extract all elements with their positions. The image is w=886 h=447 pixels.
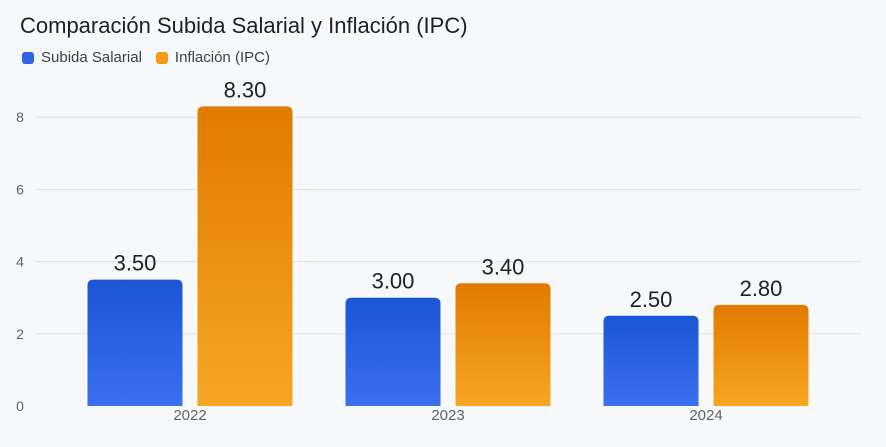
chart-legend: Subida Salarial Inflación (IPC) bbox=[22, 49, 284, 66]
legend-swatch-subida-salarial bbox=[22, 51, 34, 64]
data-label: 2.80 bbox=[740, 276, 783, 301]
bar-inflacion-2024[interactable] bbox=[713, 304, 809, 406]
bar-layer bbox=[87, 106, 809, 407]
data-label: 3.00 bbox=[372, 269, 415, 294]
bar-subida-salarial-2022[interactable] bbox=[87, 279, 183, 406]
data-label: 8.30 bbox=[224, 77, 267, 102]
x-category-label: 2024 bbox=[689, 407, 722, 424]
y-tick-label: 8 bbox=[16, 109, 24, 125]
bar-subida-salarial-2023[interactable] bbox=[345, 297, 441, 406]
data-label: 2.50 bbox=[630, 287, 673, 312]
x-category-label: 2023 bbox=[431, 407, 464, 424]
bar-inflacion-2022[interactable] bbox=[197, 106, 293, 407]
y-tick-label: 0 bbox=[16, 398, 24, 414]
bar-inflacion-2023[interactable] bbox=[455, 283, 551, 406]
bar-subida-salarial-2024[interactable] bbox=[603, 315, 699, 406]
chart-title: Comparación Subida Salarial y Inflación … bbox=[20, 13, 468, 38]
legend-item-subida-salarial[interactable]: Subida Salarial bbox=[22, 49, 142, 66]
legend-item-inflacion[interactable]: Inflación (IPC) bbox=[155, 49, 270, 66]
legend-swatch-inflacion bbox=[155, 51, 168, 64]
label-layer: 0 2 4 6 8 3.50 8.30 2022 3.00 3.40 2023 2.50 2.80 202… bbox=[16, 77, 782, 424]
y-tick-label: 2 bbox=[16, 326, 24, 342]
y-tick-label: 4 bbox=[16, 254, 24, 270]
y-tick-label: 6 bbox=[16, 181, 24, 197]
data-label: 3.50 bbox=[114, 251, 157, 276]
x-category-label: 2022 bbox=[173, 407, 206, 424]
legend-label-inflacion: Inflación (IPC) bbox=[174, 49, 270, 66]
data-label: 3.40 bbox=[482, 254, 525, 279]
legend-label-subida-salarial: Subida Salarial bbox=[41, 49, 142, 66]
